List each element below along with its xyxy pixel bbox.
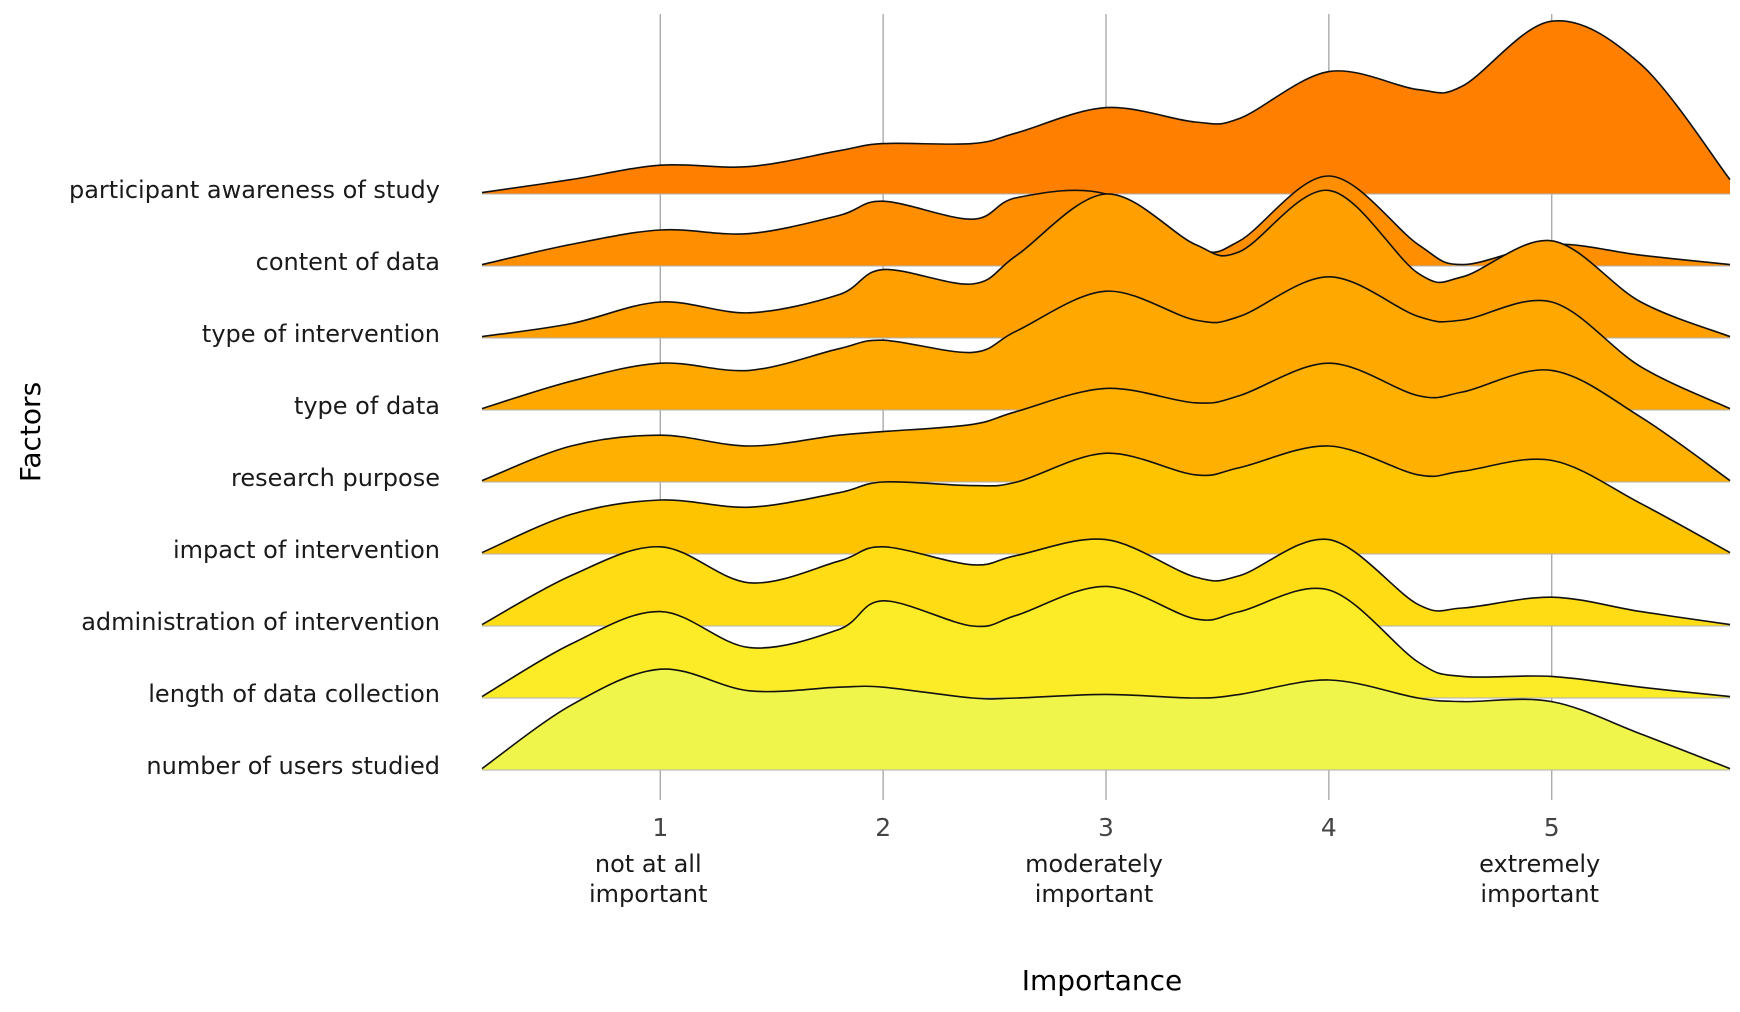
y-axis-title: Factors — [14, 382, 47, 482]
category-label-2: content of data — [256, 248, 440, 276]
density-ridges — [481, 20, 1731, 771]
ridge-outline-5 — [481, 362, 1731, 482]
x-tick-description-3-line-1: extremely — [1479, 850, 1600, 878]
ridge-area-8 — [482, 586, 1730, 698]
ridge-outline-9 — [481, 668, 1731, 770]
x-tick-label-4: 4 — [1321, 813, 1337, 842]
ridge-area-6 — [482, 445, 1730, 554]
category-label-7: administration of intervention — [81, 608, 440, 636]
ridge-area-7 — [482, 539, 1730, 626]
x-tick-label-1: 1 — [652, 813, 668, 842]
ridge-outline-6 — [481, 445, 1731, 554]
category-label-5: research purpose — [231, 464, 440, 492]
x-tick-label-2: 2 — [875, 813, 891, 842]
ridge-outline-8 — [481, 585, 1731, 698]
category-label-6: impact of intervention — [173, 536, 440, 564]
category-label-8: length of data collection — [148, 680, 440, 708]
category-label-4: type of data — [294, 392, 440, 420]
category-label-3: type of intervention — [202, 320, 440, 348]
ridge-area-1 — [482, 20, 1730, 195]
ridge-outline-7 — [481, 538, 1731, 626]
ridge-area-4 — [482, 276, 1730, 410]
ridge-area-3 — [482, 190, 1730, 338]
x-tick-label-5: 5 — [1544, 813, 1560, 842]
x-tick-description-2-line-1: moderately — [1025, 850, 1163, 878]
x-axis-title: Importance — [1022, 964, 1182, 997]
category-label-1: participant awareness of study — [69, 176, 440, 204]
x-tick-description-1-line-1: not at all — [595, 850, 702, 878]
x-tick-description-1-line-2: important — [589, 880, 708, 908]
ridge-outline-4 — [481, 275, 1731, 410]
x-tick-description-2-line-2: important — [1035, 880, 1154, 908]
ridge-outline-3 — [481, 189, 1731, 338]
ridge-9 — [481, 668, 1731, 771]
x-tick-description-3-line-2: important — [1480, 880, 1599, 908]
x-tick-label-3: 3 — [1098, 813, 1114, 842]
category-labels: participant awareness of study content of… — [69, 176, 440, 780]
ridge-area-9 — [482, 669, 1730, 770]
ridge-area-5 — [482, 363, 1730, 482]
category-label-9: number of users studied — [146, 752, 440, 780]
ridge-outline-1 — [481, 20, 1731, 194]
